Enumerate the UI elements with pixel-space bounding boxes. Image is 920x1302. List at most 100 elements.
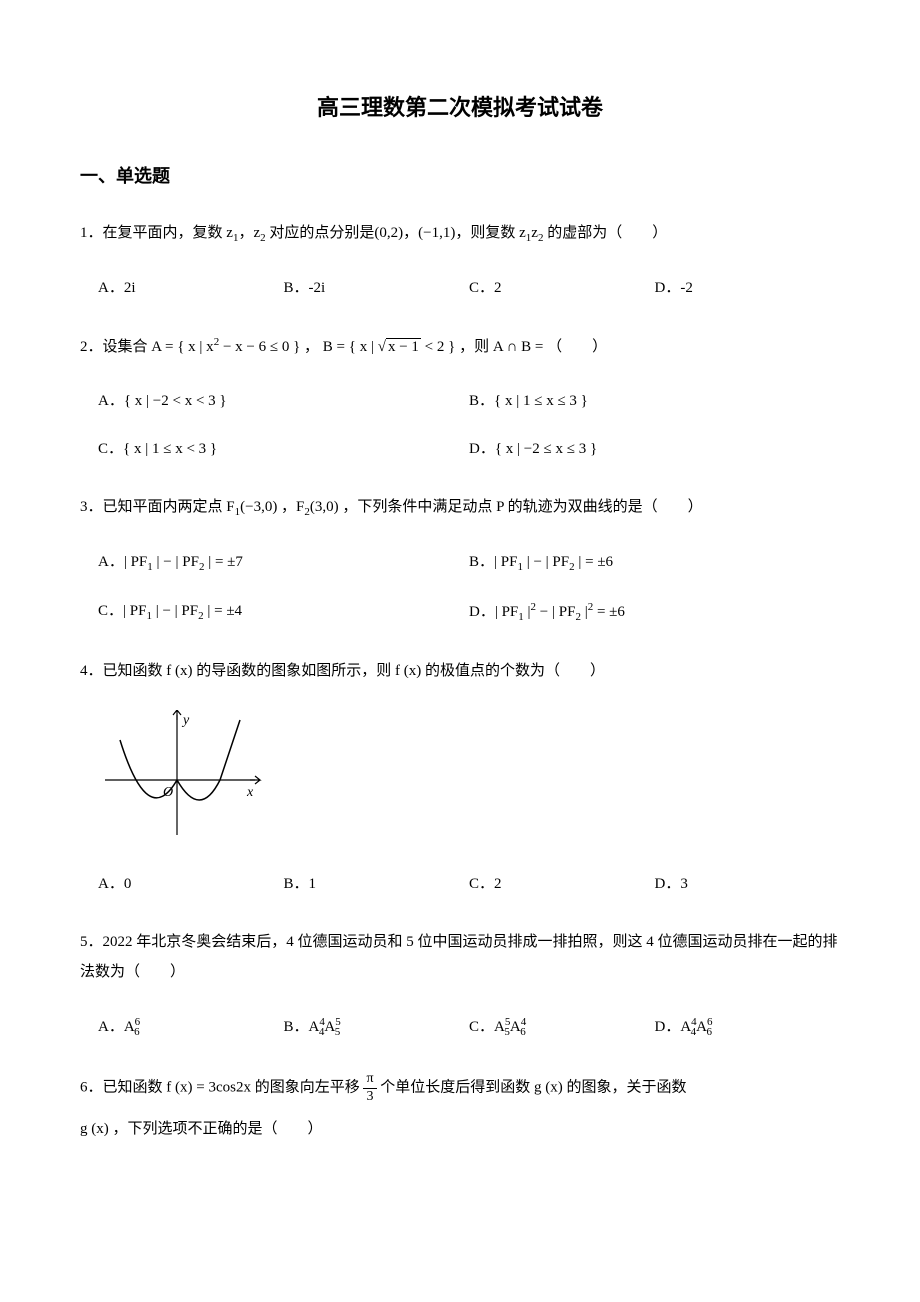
q2-option-b: B．{ x | 1 ≤ x ≤ 3 }	[469, 386, 840, 416]
q3-opt-text: C．| PF	[98, 603, 146, 619]
q2-text: − x − 6 ≤ 0 } ， B = { x |	[219, 339, 378, 355]
q1-text-part: ，	[403, 225, 418, 241]
q1-text-part: 对应的点分别是	[266, 225, 375, 241]
q5-option-b: B．A44A55	[284, 1011, 470, 1043]
q1-option-a: A．2i	[98, 273, 284, 303]
q2-options-row2: C．{ x | 1 ≤ x < 3 } D．{ x | −2 ≤ x ≤ 3 }	[80, 434, 840, 464]
q2-option-d: D．{ x | −2 ≤ x ≤ 3 }	[469, 434, 840, 464]
q3-number: 3．	[80, 499, 103, 515]
q1-number: 1．	[80, 225, 103, 241]
q5-opt-text: A．A	[98, 1019, 135, 1035]
q1-text-part: z	[531, 225, 538, 241]
q3-options-row2: C．| PF1 | − | PF2 | = ±4 D．| PF1 |2 − | …	[80, 596, 840, 628]
q3-opt-text: | = ±6	[575, 554, 613, 570]
question-6: 6．已知函数 f (x) = 3cos2x 的图象向左平移 π3 个单位长度后得…	[80, 1071, 840, 1144]
svg-text:x: x	[246, 785, 254, 800]
q5-opt-text: D．A	[655, 1019, 692, 1035]
q3-option-a: A．| PF1 | − | PF2 | = ±7	[98, 547, 469, 578]
q6-frac-den: 3	[363, 1089, 376, 1106]
q3-opt-text: = ±6	[593, 604, 625, 620]
q3-text: (3,0) ，下列条件中满足动点 P 的轨迹为双曲线的是（ ）	[310, 499, 703, 515]
q1-text-part: (0,2)	[374, 225, 403, 241]
section-heading: 一、单选题	[80, 162, 840, 188]
q1-option-b: B．-2i	[284, 273, 470, 303]
q4-option-c: C．2	[469, 869, 655, 899]
q6-text-line2: g (x) ，下列选项不正确的是（ ）	[80, 1114, 840, 1144]
q3-option-d: D．| PF1 |2 − | PF2 |2 = ±6	[469, 596, 840, 628]
q3-opt-text: A．| PF	[98, 554, 147, 570]
q5-sub: 5	[335, 1026, 341, 1038]
q4-graph: y x O	[80, 710, 840, 851]
question-3: 3．已知平面内两定点 F1(−3,0) ，F2(3,0) ，下列条件中满足动点 …	[80, 492, 840, 628]
q3-options-row1: A．| PF1 | − | PF2 | = ±7 B．| PF1 | − | P…	[80, 547, 840, 578]
q1-text-part: 的虚部为（ ）	[543, 225, 667, 241]
q5-sub: 6	[520, 1026, 526, 1038]
q3-option-c: C．| PF1 | − | PF2 | = ±4	[98, 596, 469, 628]
q5-opt-text: C．A	[469, 1019, 505, 1035]
question-1: 1．在复平面内，复数 z1，z2 对应的点分别是(0,2)，(−1,1)，则复数…	[80, 218, 840, 303]
sqrt-icon: x − 1	[378, 332, 421, 362]
q6-frac-num: π	[363, 1071, 376, 1089]
q2-options-row1: A．{ x | −2 < x < 3 } B．{ x | 1 ≤ x ≤ 3 }	[80, 386, 840, 416]
q5-opt-text: A	[696, 1019, 707, 1035]
question-1-text: 1．在复平面内，复数 z1，z2 对应的点分别是(0,2)，(−1,1)，则复数…	[80, 218, 840, 249]
svg-text:y: y	[181, 713, 190, 728]
q5-option-a: A．A66	[98, 1011, 284, 1043]
question-4-text: 4．已知函数 f (x) 的导函数的图象如图所示，则 f (x) 的极值点的个数…	[80, 656, 840, 686]
fraction-icon: π3	[363, 1071, 376, 1106]
q6-text: 已知函数 f (x) = 3cos2x 的图象向左平移	[103, 1080, 364, 1096]
question-2-text: 2．设集合 A = { x | x2 − x − 6 ≤ 0 } ， B = {…	[80, 331, 840, 362]
q5-opt-text: A	[324, 1019, 335, 1035]
q1-option-c: C．2	[469, 273, 655, 303]
q5-sub: 6	[134, 1026, 140, 1038]
q5-opt-text: B．A	[284, 1019, 320, 1035]
q1-options: A．2i B．-2i C．2 D．-2	[80, 273, 840, 303]
q5-options: A．A66 B．A44A55 C．A55A46 D．A44A66	[80, 1011, 840, 1043]
q6-number: 6．	[80, 1080, 103, 1096]
q3-opt-text: − | PF	[536, 604, 575, 620]
q5-option-c: C．A55A46	[469, 1011, 655, 1043]
q4-text: 已知函数 f (x) 的导函数的图象如图所示，则 f (x) 的极值点的个数为（…	[103, 663, 605, 679]
question-4: 4．已知函数 f (x) 的导函数的图象如图所示，则 f (x) 的极值点的个数…	[80, 656, 840, 899]
q2-text: 设集合 A = { x | x	[103, 339, 214, 355]
q2-option-a: A．{ x | −2 < x < 3 }	[98, 386, 469, 416]
q5-sub: 6	[707, 1026, 713, 1038]
q2-text: < 2 } ，则 A ∩ B = （ ）	[421, 339, 607, 355]
q3-opt-text: | − | PF	[523, 554, 569, 570]
q5-number: 5．	[80, 934, 103, 950]
question-5: 5．2022 年北京冬奥会结束后，4 位德国运动员和 5 位中国运动员排成一排拍…	[80, 927, 840, 1043]
question-3-text: 3．已知平面内两定点 F1(−3,0) ，F2(3,0) ，下列条件中满足动点 …	[80, 492, 840, 523]
q4-option-a: A．0	[98, 869, 284, 899]
q3-opt-text: | = ±7	[204, 554, 242, 570]
q1-text-part: ，则复数 z	[455, 225, 525, 241]
q5-text: 2022 年北京冬奥会结束后，4 位德国运动员和 5 位中国运动员排成一排拍照，…	[80, 934, 838, 980]
q3-opt-text: | − | PF	[153, 554, 199, 570]
q3-opt-text: | = ±4	[204, 603, 242, 619]
q1-text-part: 在复平面内，复数 z	[103, 225, 233, 241]
question-6-text: 6．已知函数 f (x) = 3cos2x 的图象向左平移 π3 个单位长度后得…	[80, 1071, 840, 1106]
q3-text: 已知平面内两定点 F	[103, 499, 235, 515]
q3-opt-text: | − | PF	[152, 603, 198, 619]
q1-option-d: D．-2	[655, 273, 841, 303]
q4-option-d: D．3	[655, 869, 841, 899]
question-5-text: 5．2022 年北京冬奥会结束后，4 位德国运动员和 5 位中国运动员排成一排拍…	[80, 927, 840, 987]
derivative-graph-icon: y x O	[100, 710, 265, 840]
q4-number: 4．	[80, 663, 103, 679]
q2-sqrt: x − 1	[386, 338, 421, 355]
q3-opt-text: B．| PF	[469, 554, 517, 570]
exam-title: 高三理数第二次模拟考试试卷	[80, 90, 840, 122]
q3-text: (−3,0) ，F	[240, 499, 304, 515]
q3-opt-text: |	[581, 604, 588, 620]
q1-text-part: (−1,1)	[418, 225, 455, 241]
q6-text: 个单位长度后得到函数 g (x) 的图象，关于函数	[377, 1080, 687, 1096]
q3-option-b: B．| PF1 | − | PF2 | = ±6	[469, 547, 840, 578]
q3-opt-text: |	[524, 604, 531, 620]
q2-number: 2．	[80, 339, 103, 355]
q4-options: A．0 B．1 C．2 D．3	[80, 869, 840, 899]
svg-text:O: O	[163, 785, 173, 800]
q2-option-c: C．{ x | 1 ≤ x < 3 }	[98, 434, 469, 464]
q5-option-d: D．A44A66	[655, 1011, 841, 1043]
q3-opt-text: D．| PF	[469, 604, 518, 620]
question-2: 2．设集合 A = { x | x2 − x − 6 ≤ 0 } ， B = {…	[80, 331, 840, 464]
q1-text-part: ，z	[238, 225, 260, 241]
